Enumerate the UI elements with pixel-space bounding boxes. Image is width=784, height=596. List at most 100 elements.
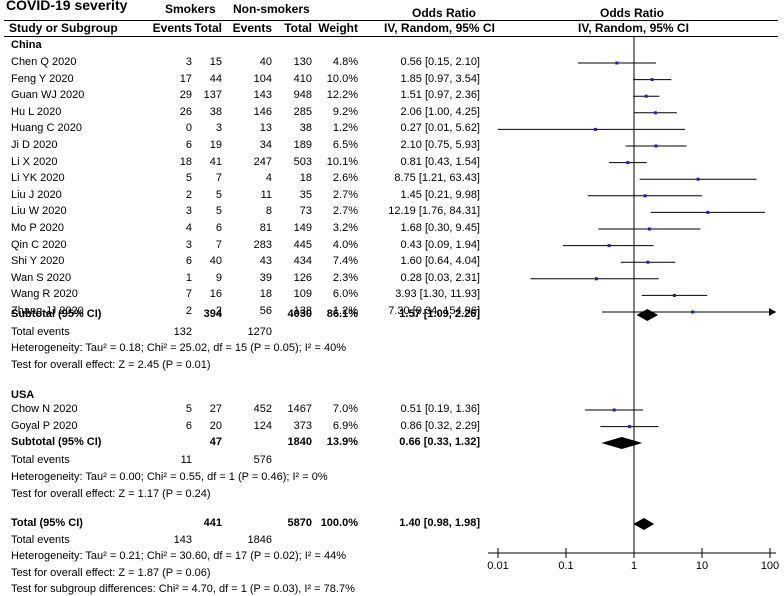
smokers-events: 29 <box>179 89 192 102</box>
x-tick-label: 100 <box>760 560 780 572</box>
smokers-total: 20 <box>209 419 222 432</box>
smokers-total: 16 <box>209 288 222 301</box>
nonsmokers-header: Non-smokers <box>233 2 310 16</box>
smokers-events: 6 <box>185 139 192 151</box>
china-total-events-nonsmokers: 1270 <box>247 326 272 338</box>
nonsmokers-events: 146 <box>253 105 272 118</box>
nonsmokers-events: 4 <box>265 172 272 185</box>
nonsmokers-total: 18 <box>299 172 312 185</box>
smokers-events: 3 <box>185 238 192 251</box>
study-name: Zhang JJ 2020 <box>11 305 84 317</box>
summary-diamond <box>601 437 643 449</box>
smokers-events: 3 <box>185 205 192 218</box>
col-total2-header: Total <box>284 21 312 35</box>
col-weight-header: Weight <box>318 21 358 35</box>
study-name: Qin C 2020 <box>11 238 67 251</box>
study-name: Li X 2020 <box>11 155 58 168</box>
usa-total-events-nonsmokers: 576 <box>253 454 272 466</box>
chart-title: COVID-19 severity <box>6 0 128 13</box>
study-point <box>644 94 648 98</box>
study-name: Liu J 2020 <box>11 188 62 201</box>
nonsmokers-events: 43 <box>259 255 272 268</box>
odds-ratio-ci: 1.51 [0.97, 2.36] <box>400 89 480 102</box>
nonsmokers-total: 35 <box>299 188 312 201</box>
x-tick-label: 1 <box>630 560 638 572</box>
smokers-total: 7 <box>215 172 222 185</box>
study-name: Shi Y 2020 <box>11 255 65 268</box>
study-point <box>706 210 710 214</box>
smokers-events: 2 <box>185 188 192 201</box>
overall-effect-test: Test for overall effect: Z = 1.87 (P = 0… <box>11 567 211 579</box>
study-point <box>593 127 597 131</box>
china-subtotal-total2: 4030 <box>287 308 312 320</box>
smokers-total: 15 <box>209 56 222 68</box>
nonsmokers-events: 247 <box>253 155 272 168</box>
study-point <box>691 310 695 314</box>
odds-ratio-ci: 0.51 [0.19, 1.36] <box>400 403 480 415</box>
odds-ratio-ci: 7.30 [0.34, 154.96] <box>388 305 480 317</box>
study-point <box>654 144 658 148</box>
nonsmokers-events: 11 <box>260 188 272 201</box>
nonsmokers-events: 18 <box>259 288 272 301</box>
odds-ratio-left-header: Odds Ratio <box>412 6 477 20</box>
col-total1-header: Total <box>194 21 222 35</box>
odds-ratio-ci: 3.93 [1.30, 11.93] <box>395 288 480 301</box>
weight: 1.2% <box>332 122 358 135</box>
weight: 10.0% <box>326 72 358 85</box>
study-point <box>607 244 611 248</box>
usa-subtotal-total1: 47 <box>209 436 222 448</box>
smokers-total: 9 <box>215 271 222 284</box>
overall-total-events-label: Total events <box>11 534 70 546</box>
overall-total-events-nonsmokers: 1846 <box>247 534 272 546</box>
nonsmokers-events: 40 <box>259 56 272 68</box>
nonsmokers-events: 81 <box>259 222 272 234</box>
smokers-total: 2 <box>215 305 222 317</box>
smokers-events: 5 <box>185 172 192 185</box>
smokers-total: 44 <box>209 72 222 85</box>
china-subtotal-weight: 86.1% <box>326 308 358 320</box>
usa-subtotal-label: Subtotal (95% CI) <box>11 436 102 448</box>
usa-total-events-smokers: 11 <box>180 454 192 466</box>
overall-total-events-smokers: 143 <box>173 534 192 546</box>
smokers-total: 41 <box>209 155 222 168</box>
smokers-header: Smokers <box>165 2 216 16</box>
study-name: Wang R 2020 <box>11 288 78 301</box>
smokers-total: 5 <box>215 188 222 201</box>
smokers-total: 40 <box>209 255 222 268</box>
nonsmokers-events: 283 <box>253 238 272 251</box>
overall-heterogeneity: Heterogeneity: Tau² = 0.21; Chi² = 30.60… <box>11 550 346 562</box>
nonsmokers-total: 285 <box>293 105 312 118</box>
smokers-total: 38 <box>209 105 222 118</box>
weight: 3.2% <box>332 222 358 234</box>
study-point <box>612 408 616 412</box>
x-tick-label: 0.01 <box>487 560 509 572</box>
study-point <box>615 61 619 65</box>
study-name: Feng Y 2020 <box>11 72 74 85</box>
odds-ratio-ci: 0.28 [0.03, 2.31] <box>400 271 480 284</box>
smokers-events: 7 <box>185 288 192 301</box>
study-point <box>647 227 651 231</box>
study-name: Ji D 2020 <box>11 139 58 151</box>
smokers-events: 18 <box>179 155 192 168</box>
subgroup-differences-test: Test for subgroup differences: Chi² = 4.… <box>11 583 355 595</box>
odds-ratio-ci: 0.27 [0.01, 5.62] <box>400 122 480 135</box>
nonsmokers-total: 130 <box>293 56 312 68</box>
nonsmokers-total: 445 <box>293 238 312 251</box>
china-heterogeneity: Heterogeneity: Tau² = 0.18; Chi² = 25.02… <box>11 342 346 354</box>
study-point <box>646 260 650 264</box>
smokers-total: 5 <box>215 205 222 218</box>
weight: 2.6% <box>332 172 358 185</box>
odds-ratio-ci: 1.68 [0.30, 9.45] <box>400 222 480 234</box>
weight: 1.2% <box>332 305 358 317</box>
nonsmokers-events: 452 <box>253 403 272 415</box>
odds-ratio-ci: 8.75 [1.21, 63.43] <box>394 172 480 185</box>
smokers-total: 27 <box>209 403 222 415</box>
summary-diamond <box>633 518 655 530</box>
study-point <box>628 425 632 429</box>
study-name: Huang C 2020 <box>11 122 82 135</box>
odds-ratio-right-header: Odds Ratio <box>600 6 665 20</box>
nonsmokers-total: 1467 <box>287 403 312 415</box>
nonsmokers-total: 948 <box>293 89 312 102</box>
nonsmokers-events: 13 <box>259 122 272 135</box>
study-name: Li YK 2020 <box>11 172 65 185</box>
